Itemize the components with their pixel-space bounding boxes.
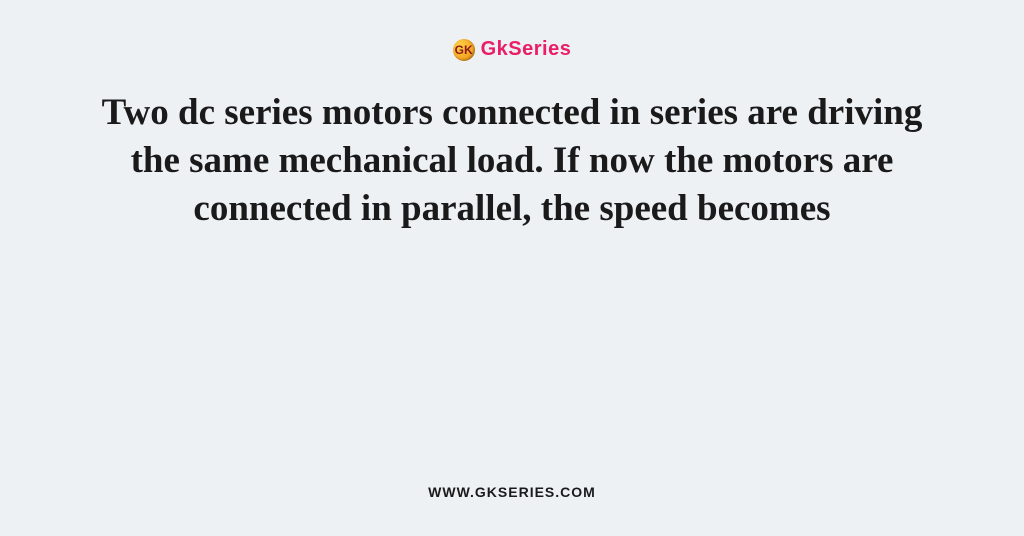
logo-badge-icon: GK [453, 39, 475, 61]
brand-name: GkSeries [481, 38, 572, 61]
footer-url: WWW.GKSERIES.COM [0, 484, 1024, 500]
logo-badge-text: GK [455, 44, 473, 56]
page-container: GK GkSeries Two dc series motors connect… [0, 0, 1024, 536]
brand-logo: GK GkSeries [453, 38, 572, 61]
question-text: Two dc series motors connected in series… [72, 89, 952, 233]
